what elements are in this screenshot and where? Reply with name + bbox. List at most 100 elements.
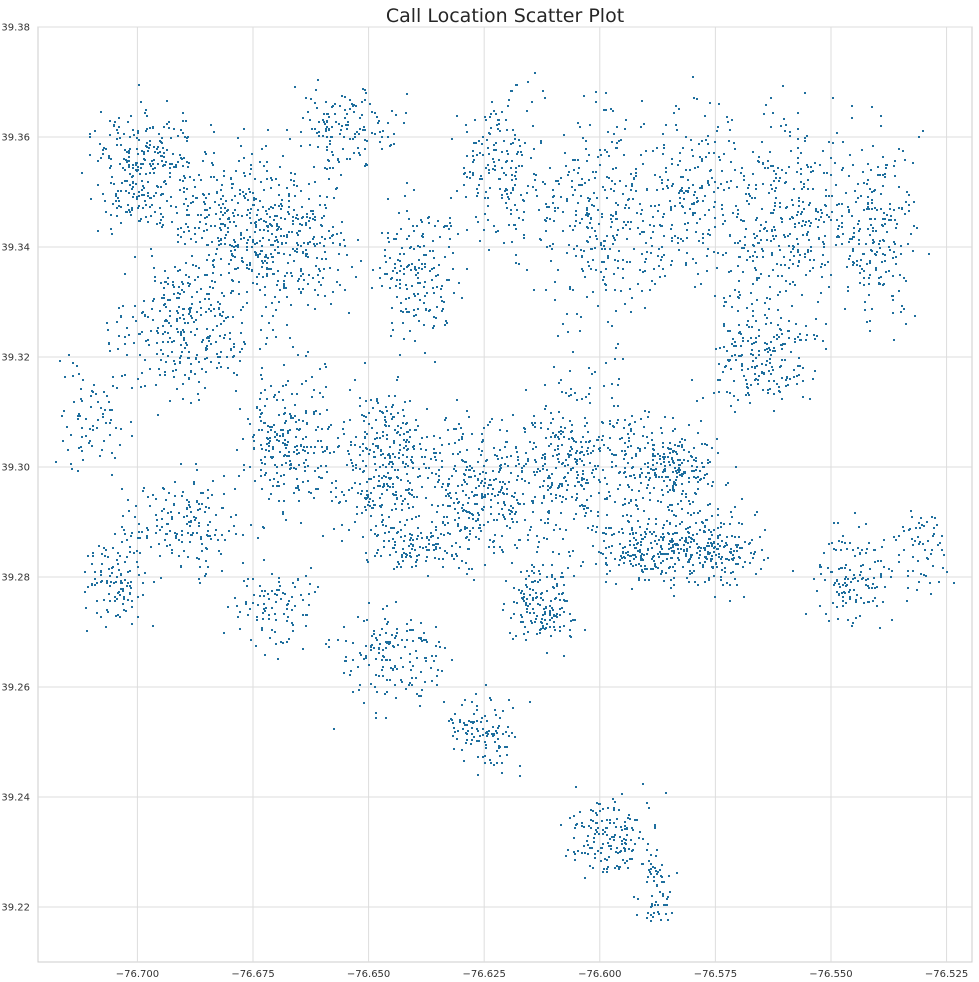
scatter-point [179, 317, 181, 319]
scatter-point [190, 371, 192, 373]
scatter-point [270, 206, 272, 208]
scatter-point [296, 445, 298, 447]
scatter-point [584, 182, 586, 184]
scatter-point [558, 438, 560, 440]
scatter-point [256, 214, 258, 216]
scatter-point [460, 427, 462, 429]
scatter-point [116, 321, 118, 323]
scatter-point [395, 114, 397, 116]
scatter-point [156, 353, 158, 355]
scatter-point [369, 505, 371, 507]
scatter-point [363, 415, 365, 417]
scatter-point [255, 254, 257, 256]
scatter-point [663, 524, 665, 526]
scatter-point [547, 485, 549, 487]
scatter-point [667, 456, 669, 458]
scatter-point [389, 461, 391, 463]
scatter-point [741, 365, 743, 367]
scatter-point [767, 167, 769, 169]
scatter-point [756, 365, 758, 367]
scatter-point [351, 266, 353, 268]
scatter-point [409, 400, 411, 402]
scatter-point [143, 153, 145, 155]
scatter-point [305, 380, 307, 382]
scatter-point [740, 355, 742, 357]
scatter-point [841, 215, 843, 217]
scatter-point [412, 467, 414, 469]
scatter-point [675, 451, 677, 453]
scatter-point [328, 129, 330, 131]
scatter-point [511, 174, 513, 176]
scatter-point [674, 235, 676, 237]
scatter-point [120, 222, 122, 224]
scatter-point [512, 521, 514, 523]
scatter-point [431, 279, 433, 281]
scatter-point [132, 167, 134, 169]
scatter-point [732, 571, 734, 573]
scatter-point [523, 503, 525, 505]
scatter-point [573, 518, 575, 520]
scatter-point [772, 112, 774, 114]
scatter-point [403, 338, 405, 340]
scatter-point [450, 225, 452, 227]
scatter-point [746, 259, 748, 261]
scatter-point [565, 165, 567, 167]
scatter-point [893, 251, 895, 253]
scatter-point [939, 542, 941, 544]
scatter-point [635, 539, 637, 541]
scatter-point [846, 584, 848, 586]
scatter-point [690, 455, 692, 457]
scatter-point [252, 192, 254, 194]
scatter-point [143, 151, 145, 153]
scatter-point [629, 540, 631, 542]
scatter-point [138, 139, 140, 141]
scatter-point [419, 246, 421, 248]
scatter-point [592, 450, 594, 452]
scatter-point [667, 476, 669, 478]
scatter-point [475, 536, 477, 538]
scatter-point [738, 522, 740, 524]
scatter-point [816, 590, 818, 592]
scatter-point [314, 308, 316, 310]
scatter-point [493, 149, 495, 151]
scatter-point [252, 239, 254, 241]
scatter-point [246, 242, 248, 244]
scatter-point [724, 571, 726, 573]
scatter-point [484, 478, 486, 480]
scatter-point [698, 240, 700, 242]
scatter-point [762, 256, 764, 258]
scatter-point [461, 507, 463, 509]
scatter-point [188, 357, 190, 359]
scatter-point [514, 492, 516, 494]
scatter-point [600, 244, 602, 246]
scatter-point [847, 619, 849, 621]
scatter-point [163, 181, 165, 183]
scatter-point [484, 494, 486, 496]
scatter-point [605, 362, 607, 364]
scatter-point [683, 549, 685, 551]
scatter-point [671, 240, 673, 242]
scatter-point [246, 246, 248, 248]
scatter-point [425, 308, 427, 310]
scatter-point [639, 203, 641, 205]
scatter-point [100, 111, 102, 113]
scatter-point [321, 258, 323, 260]
scatter-point [278, 391, 280, 393]
scatter-point [184, 347, 186, 349]
scatter-point [582, 505, 584, 507]
scatter-point [849, 569, 851, 571]
scatter-point [188, 377, 190, 379]
scatter-point [476, 154, 478, 156]
scatter-point [197, 393, 199, 395]
scatter-point [224, 207, 226, 209]
scatter-point [547, 428, 549, 430]
scatter-point [295, 421, 297, 423]
scatter-point [888, 270, 890, 272]
scatter-point [838, 203, 840, 205]
scatter-point [305, 355, 307, 357]
scatter-point [559, 528, 561, 530]
scatter-point [220, 274, 222, 276]
scatter-point [305, 249, 307, 251]
scatter-point [272, 315, 274, 317]
scatter-point [372, 500, 374, 502]
